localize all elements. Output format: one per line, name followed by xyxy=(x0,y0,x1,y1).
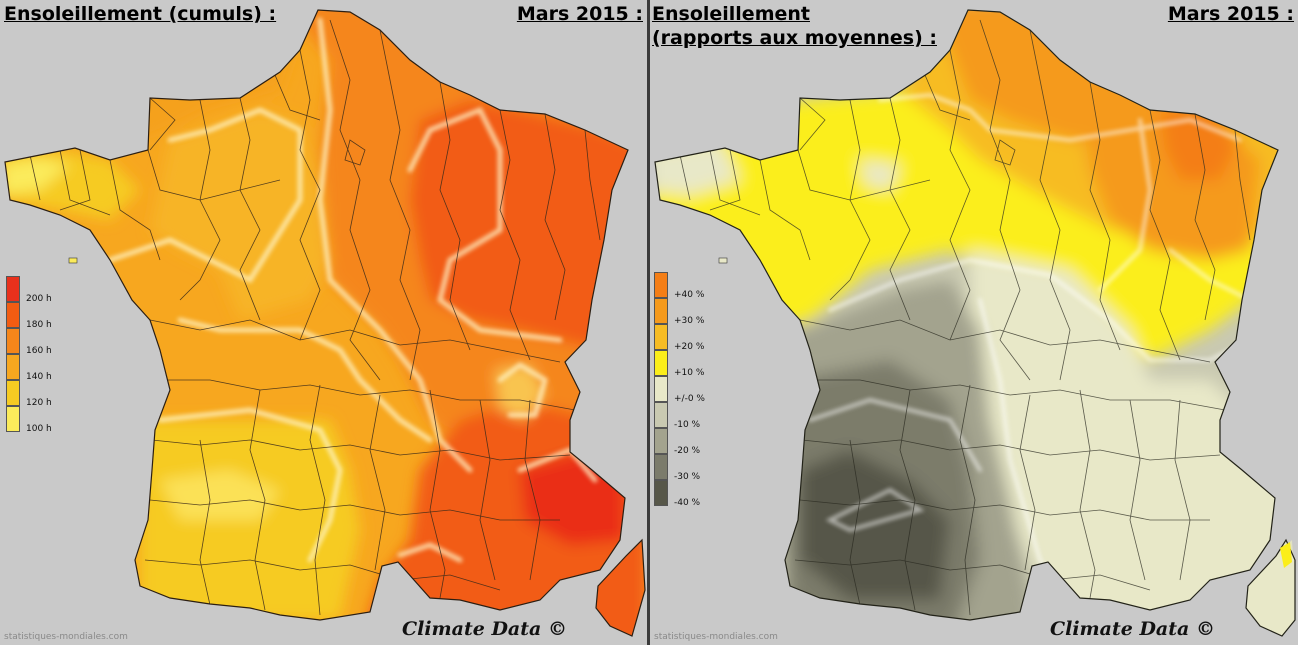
sunshine-hours-legend: 200 h 180 h 160 h 140 h 120 h 100 h xyxy=(6,276,66,456)
legend-label: +10 % xyxy=(674,368,705,378)
sunshine-anomaly-legend: +40 % +30 % +20 % +10 % +/-0 % -10 % -20 % -30 … xyxy=(654,272,718,512)
island-yeu xyxy=(718,257,728,264)
map-title-line1: Ensoleillement xyxy=(652,3,810,25)
legend-swatch xyxy=(6,276,20,302)
map-date: Mars 2015 : xyxy=(516,3,643,25)
legend-label: -30 % xyxy=(674,472,701,482)
legend-label: +40 % xyxy=(674,290,705,300)
department-borders xyxy=(679,19,1251,616)
legend-swatch xyxy=(6,406,20,432)
map-title: Ensoleillement (rapports aux moyennes) : xyxy=(652,2,937,50)
legend-label: 200 h xyxy=(26,294,52,304)
legend-swatch xyxy=(654,480,668,506)
island-yeu xyxy=(68,257,78,264)
legend-label: 160 h xyxy=(26,346,52,356)
legend-swatch xyxy=(6,302,20,328)
legend-swatch xyxy=(654,376,668,402)
france-sunshine-anomaly-map xyxy=(654,9,1296,637)
source-credit: statistiques-mondiales.com xyxy=(654,632,778,642)
legend-swatch xyxy=(654,428,668,454)
legend-label: 180 h xyxy=(26,320,52,330)
country-outline xyxy=(4,9,646,637)
legend-swatch xyxy=(654,350,668,376)
map-title: Ensoleillement (cumuls) : xyxy=(4,3,277,25)
legend-swatch xyxy=(654,402,668,428)
country-outline xyxy=(654,9,1279,621)
legend-label: 140 h xyxy=(26,372,52,382)
legend-label: -40 % xyxy=(674,498,701,508)
map-title-line2: (rapports aux moyennes) : xyxy=(652,27,937,49)
legend-label: +30 % xyxy=(674,316,705,326)
corsica-north-tip xyxy=(1280,542,1292,568)
legend-label: -20 % xyxy=(674,446,701,456)
legend-swatch xyxy=(6,354,20,380)
brand-watermark: Climate Data © xyxy=(1050,618,1215,640)
legend-label: 100 h xyxy=(26,424,52,434)
cumulative-sunshine-panel: Ensoleillement (cumuls) : Mars 2015 : 20… xyxy=(0,0,647,645)
brand-watermark: Climate Data © xyxy=(402,618,567,640)
legend-label: +/-0 % xyxy=(674,394,705,404)
legend-label: +20 % xyxy=(674,342,705,352)
legend-label: -10 % xyxy=(674,420,701,430)
sunshine-anomaly-panel: Ensoleillement (rapports aux moyennes) :… xyxy=(650,0,1298,645)
legend-label: 120 h xyxy=(26,398,52,408)
legend-swatch xyxy=(654,298,668,324)
legend-swatch xyxy=(6,328,20,354)
legend-swatch xyxy=(6,380,20,406)
legend-swatch xyxy=(654,272,668,298)
corsica-island xyxy=(1245,538,1296,637)
legend-swatch xyxy=(654,454,668,480)
france-sunshine-cumulative-map xyxy=(4,9,646,637)
panel-divider xyxy=(647,0,650,645)
legend-swatch xyxy=(654,324,668,350)
source-credit: statistiques-mondiales.com xyxy=(4,632,128,642)
map-date: Mars 2015 : xyxy=(1167,3,1294,25)
department-borders xyxy=(29,19,601,616)
